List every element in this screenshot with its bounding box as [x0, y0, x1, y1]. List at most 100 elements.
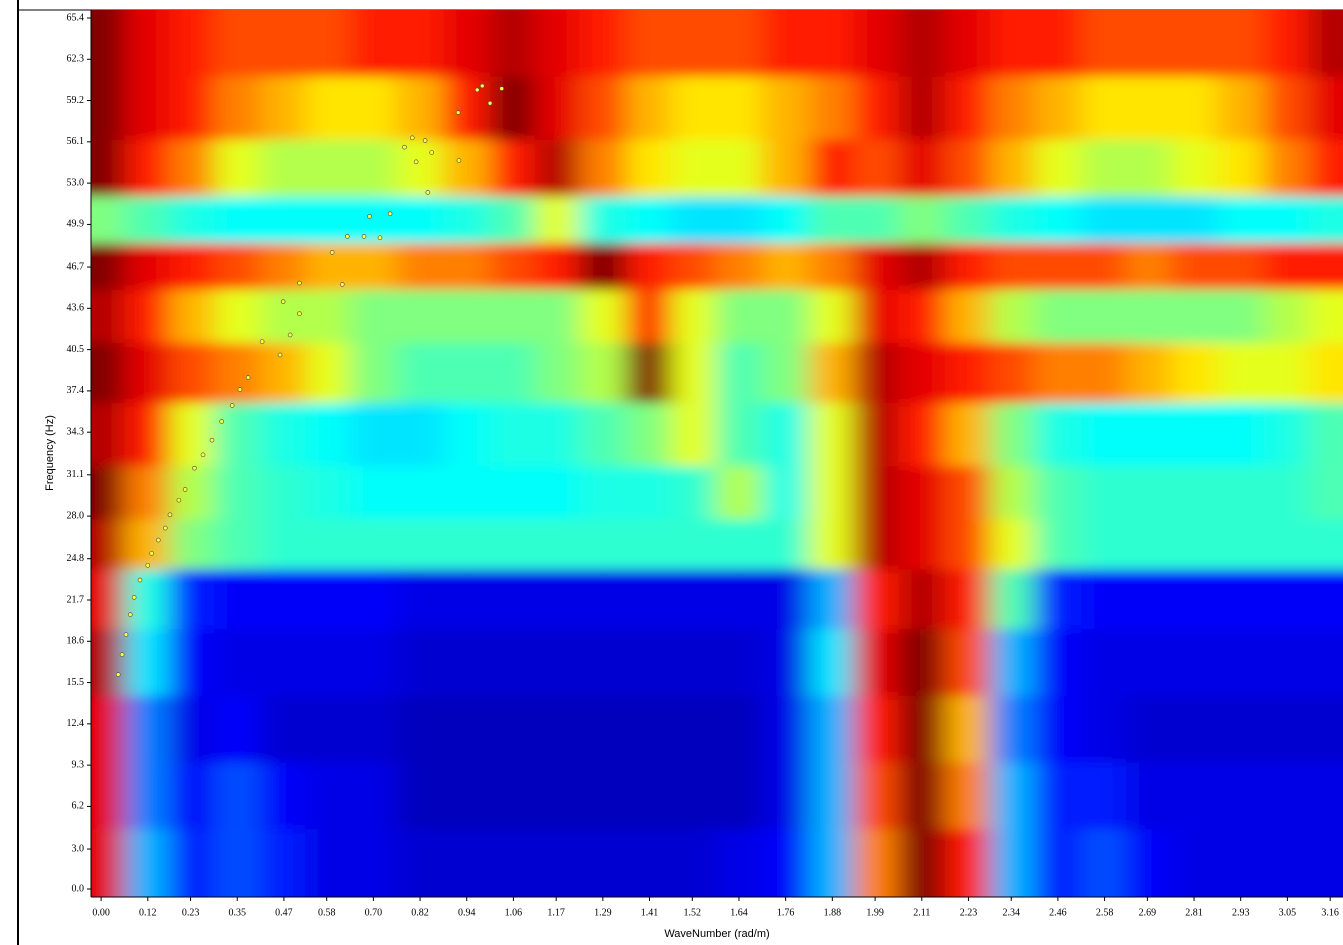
heat-cell: [490, 243, 536, 291]
heat-cell: [1264, 829, 1310, 897]
heat-cell: [1081, 289, 1127, 344]
heat-cell: [91, 695, 125, 763]
y-tick-label: 12.4: [67, 718, 85, 729]
pick-point: [456, 158, 462, 163]
heat-cell: [91, 519, 125, 570]
heat-cell: [213, 466, 262, 520]
heat-cell: [853, 569, 899, 630]
pick-point: [287, 332, 293, 338]
heat-cell: [213, 829, 262, 897]
heat-cell: [1264, 569, 1310, 630]
heat-cell: [305, 629, 351, 697]
heat-cell: [1264, 466, 1310, 520]
heat-cell: [808, 569, 855, 630]
pick-point: [339, 282, 345, 287]
x-tick-label: 0.23: [182, 907, 200, 918]
heat-cell: [169, 569, 215, 630]
heat-cell: [396, 629, 444, 697]
y-tick-label: 6.2: [72, 801, 85, 812]
heat-cell: [945, 695, 991, 763]
heat-cell: [1308, 466, 1343, 520]
heat-cell: [350, 402, 398, 467]
heat-cell: [1034, 10, 1082, 78]
heat-cell: [898, 196, 946, 244]
heat-cell: [305, 402, 351, 467]
pick-point: [192, 465, 197, 471]
heat-cell: [1034, 139, 1082, 197]
heat-cell: [1264, 762, 1310, 830]
heat-cell: [1125, 569, 1172, 630]
heat-cell: [1125, 629, 1172, 697]
y-tick-label: 3.0: [72, 843, 85, 854]
pick-point: [402, 144, 407, 150]
heat-cell: [124, 569, 170, 630]
heat-cell: [762, 762, 810, 830]
heat-cell: [213, 569, 262, 630]
heat-cell: [898, 629, 946, 697]
heat-cell: [853, 10, 899, 78]
heat-cell: [213, 289, 262, 344]
x-tick-label: 0.47: [275, 907, 293, 918]
heat-cell: [808, 342, 855, 404]
heat-cell: [213, 629, 262, 697]
pick-point: [115, 672, 121, 677]
y-tick-label: 24.8: [67, 553, 85, 564]
heat-cell: [1170, 466, 1218, 520]
heat-cell: [579, 76, 627, 141]
heat-cell: [715, 10, 763, 78]
heat-cell: [989, 76, 1036, 141]
heat-cell: [762, 569, 810, 630]
heat-cell: [898, 243, 946, 291]
pick-point: [474, 87, 480, 93]
heat-cell: [670, 569, 717, 630]
x-tick-label: 3.05: [1279, 907, 1297, 918]
heat-cell: [1264, 695, 1310, 763]
heat-cell: [1308, 762, 1343, 830]
y-tick-label: 62.3: [67, 54, 85, 65]
heat-cell: [213, 10, 262, 78]
heat-cell: [853, 466, 899, 520]
heat-cell: [715, 139, 763, 197]
heat-cell: [579, 139, 627, 197]
heat-cell: [305, 762, 351, 830]
heat-cell: [945, 342, 991, 404]
heat-cell: [305, 139, 351, 197]
heat-cell: [1034, 519, 1082, 570]
x-tick-label: 1.06: [505, 907, 523, 918]
heat-cell: [124, 629, 170, 697]
heat-cell: [260, 762, 306, 830]
heat-cell: [989, 243, 1036, 291]
heat-cell: [579, 196, 627, 244]
heat-cell: [1217, 629, 1265, 697]
heat-cell: [1170, 695, 1218, 763]
heat-cell: [124, 76, 170, 141]
heat-cell: [124, 243, 170, 291]
x-tick-label: 0.94: [458, 907, 476, 918]
heat-cell: [443, 196, 491, 244]
heat-cell: [945, 10, 991, 78]
heat-cell: [1125, 289, 1172, 344]
heat-cell: [1081, 10, 1127, 78]
picks: [115, 83, 505, 677]
y-tick-label: 59.2: [67, 95, 85, 106]
heat-cell: [534, 243, 581, 291]
heat-cell: [534, 76, 581, 141]
heat-cell: [534, 342, 581, 404]
heat-cell: [1125, 139, 1172, 197]
heat-cell: [490, 569, 536, 630]
pick-point: [487, 100, 493, 106]
heat-cell: [1217, 829, 1265, 897]
heat-cell: [898, 139, 946, 197]
heat-cell: [1264, 10, 1310, 78]
heat-cell: [213, 519, 262, 570]
heat-cell: [124, 196, 170, 244]
pick-point: [155, 537, 161, 543]
heat-cell: [853, 243, 899, 291]
heat-cell: [989, 829, 1036, 897]
x-tick-label: 2.46: [1049, 907, 1067, 918]
heat-cell: [490, 76, 536, 141]
heat-cell: [213, 762, 262, 830]
y-tick-label: 0.0: [72, 883, 85, 894]
heat-cell: [989, 196, 1036, 244]
heat-cell: [443, 519, 491, 570]
